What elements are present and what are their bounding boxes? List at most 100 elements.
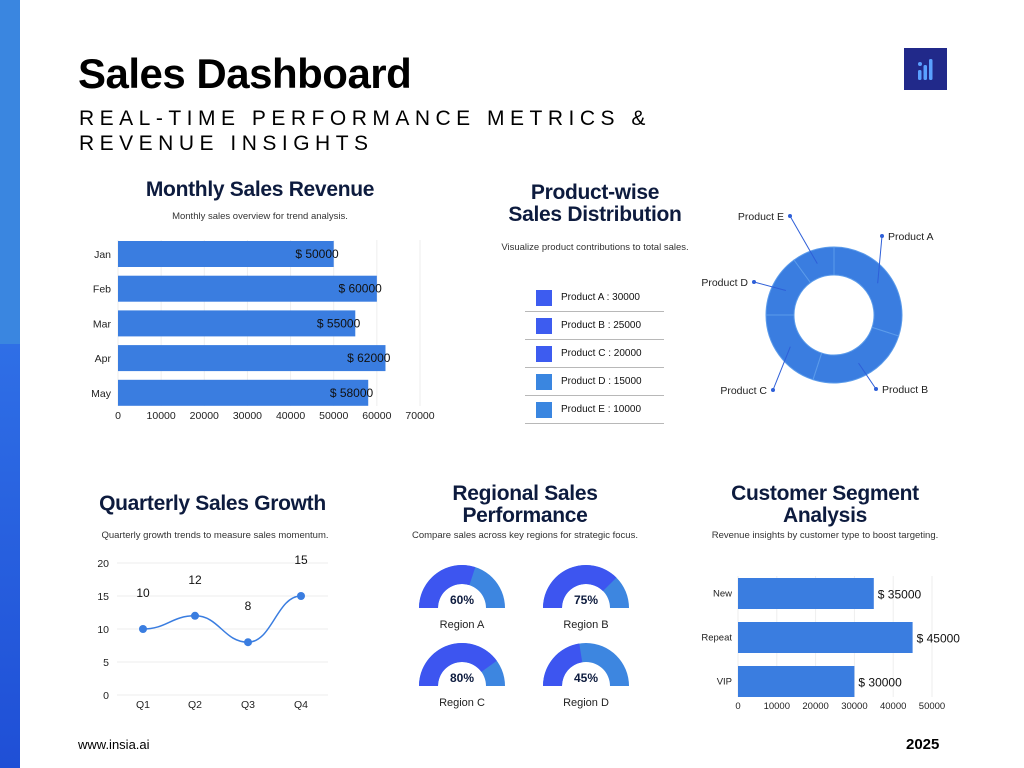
logo bbox=[904, 48, 947, 90]
product-legend-swatch bbox=[536, 373, 552, 390]
monthly-subtitle: Monthly sales overview for trend analysi… bbox=[172, 211, 348, 222]
segment-y-tick: New bbox=[713, 589, 732, 600]
donut-leader-dot bbox=[771, 388, 775, 392]
donut-leader-line bbox=[789, 215, 818, 264]
side-accent-bar-bottom bbox=[0, 344, 20, 768]
monthly-bar bbox=[118, 379, 369, 406]
quarterly-point bbox=[297, 592, 305, 600]
gauge-region-label: Region D bbox=[563, 697, 609, 709]
gauge-region-label: Region C bbox=[439, 697, 485, 709]
monthly-title: Monthly Sales Revenue bbox=[145, 178, 375, 201]
donut-slice-label: Product E bbox=[738, 211, 784, 223]
product-legend-item: Product D : 15000 bbox=[525, 368, 664, 396]
segment-title-line1: Customer Segment bbox=[731, 482, 919, 505]
quarterly-series-line bbox=[142, 595, 302, 643]
monthly-x-tick: 60000 bbox=[362, 410, 391, 422]
quarterly-x-tick: Q3 bbox=[241, 699, 255, 711]
segment-title-line2: Analysis bbox=[783, 504, 867, 527]
monthly-y-tick: May bbox=[91, 388, 112, 400]
gauge-region-label: Region B bbox=[563, 619, 608, 631]
monthly-x-tick: 20000 bbox=[190, 410, 219, 422]
monthly-data-label: $ 55000 bbox=[317, 316, 361, 330]
monthly-bar bbox=[118, 310, 356, 337]
gauge-value-label: 80% bbox=[450, 671, 474, 685]
segment-data-label: $ 45000 bbox=[917, 632, 961, 646]
regional-subtitle: Compare sales across key regions for str… bbox=[412, 530, 638, 541]
regional-title-line2: Performance bbox=[462, 504, 588, 527]
segment-y-tick: Repeat bbox=[701, 633, 732, 644]
quarterly-y-tick: 5 bbox=[103, 657, 109, 669]
page-subtitle: REAL-TIME PERFORMANCE METRICS & REVENUE … bbox=[79, 107, 651, 155]
monthly-y-tick: Feb bbox=[93, 284, 111, 296]
product-legend-swatch bbox=[536, 401, 552, 418]
regional-title: Regional Sales Performance bbox=[410, 483, 640, 527]
segment-data-label: $ 35000 bbox=[878, 588, 922, 602]
quarterly-data-label: 8 bbox=[245, 599, 252, 613]
donut-slice bbox=[793, 246, 835, 284]
monthly-x-tick: 30000 bbox=[233, 410, 262, 422]
quarterly-point bbox=[191, 611, 199, 620]
monthly-y-tick: Mar bbox=[93, 318, 112, 330]
donut-leader-dot bbox=[752, 280, 756, 284]
quarterly-y-tick: 10 bbox=[97, 624, 109, 636]
product-legend: Product A : 30000 Product B : 25000 Produc… bbox=[525, 284, 664, 424]
monthly-y-tick: Apr bbox=[95, 353, 112, 365]
monthly-data-label: $ 58000 bbox=[330, 386, 374, 400]
product-title-line1: Product-wise bbox=[530, 181, 660, 204]
quarterly-data-label: 15 bbox=[294, 553, 308, 567]
segment-x-tick: 40000 bbox=[880, 701, 906, 712]
quarterly-y-tick: 15 bbox=[97, 591, 109, 603]
product-legend-swatch bbox=[536, 317, 552, 334]
donut-slice-label: Product C bbox=[720, 385, 767, 397]
segment-x-tick: 0 bbox=[735, 701, 740, 712]
page-title: Sales Dashboard bbox=[78, 50, 412, 97]
quarterly-point bbox=[244, 638, 252, 647]
segment-title: Customer Segment Analysis bbox=[705, 483, 945, 527]
product-legend-label: Product E : 10000 bbox=[561, 404, 642, 415]
quarterly-x-tick: Q2 bbox=[188, 699, 202, 711]
product-legend-swatch bbox=[536, 345, 552, 362]
segment-data-label: $ 30000 bbox=[858, 676, 902, 690]
product-title: Product-wise Sales Distribution bbox=[480, 182, 710, 226]
monthly-y-tick: Jan bbox=[94, 249, 111, 261]
segment-y-tick: VIP bbox=[717, 677, 732, 688]
gauge-fill bbox=[419, 643, 497, 686]
monthly-data-label: $ 62000 bbox=[347, 351, 391, 365]
quarterly-x-tick: Q1 bbox=[136, 699, 150, 711]
gauge-region-label: Region A bbox=[440, 619, 485, 631]
donut-slice-label: Product A bbox=[888, 231, 934, 243]
quarterly-subtitle: Quarterly growth trends to measure sales… bbox=[101, 530, 329, 541]
footer-website: www.insia.ai bbox=[78, 737, 150, 752]
monthly-bar bbox=[118, 275, 377, 302]
gauge-value-label: 75% bbox=[574, 593, 598, 607]
monthly-x-tick: 50000 bbox=[319, 410, 348, 422]
quarterly-title: Quarterly Sales Growth bbox=[99, 492, 326, 515]
bar-chart-icon bbox=[918, 59, 933, 80]
monthly-x-tick: 40000 bbox=[276, 410, 305, 422]
monthly-data-label: $ 50000 bbox=[295, 247, 339, 261]
gauge-fill bbox=[419, 565, 476, 608]
donut-leader-dot bbox=[874, 387, 878, 391]
gauge-fill bbox=[543, 565, 617, 608]
product-legend-item: Product A : 30000 bbox=[525, 284, 664, 312]
quarterly-y-tick: 20 bbox=[97, 558, 109, 570]
segment-subtitle: Revenue insights by customer type to boo… bbox=[711, 530, 939, 541]
monthly-x-tick: 10000 bbox=[147, 410, 176, 422]
segment-x-tick: 50000 bbox=[919, 701, 945, 712]
donut-slice-label: Product D bbox=[701, 277, 748, 289]
quarterly-y-tick: 0 bbox=[103, 690, 109, 702]
quarterly-data-label: 12 bbox=[188, 573, 202, 587]
gauge-value-label: 45% bbox=[574, 671, 598, 685]
footer-year: 2025 bbox=[906, 736, 940, 753]
monthly-bar bbox=[118, 345, 386, 372]
monthly-data-label: $ 60000 bbox=[338, 282, 382, 296]
donut-slice-label: Product B bbox=[882, 384, 928, 396]
product-legend-label: Product B : 25000 bbox=[561, 320, 642, 331]
product-legend-label: Product A : 30000 bbox=[561, 292, 640, 303]
gauge-fill bbox=[543, 643, 583, 686]
